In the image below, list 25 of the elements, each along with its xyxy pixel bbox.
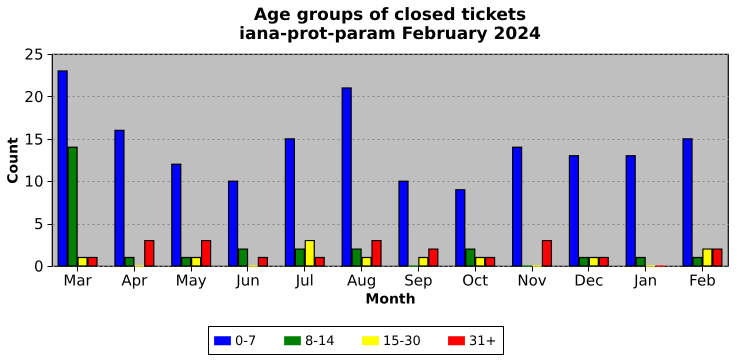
x-tick-label: Apr bbox=[121, 272, 148, 290]
x-tick-label: May bbox=[176, 272, 207, 290]
y-tick-label: 0 bbox=[34, 258, 44, 276]
y-tick-label: 15 bbox=[24, 130, 44, 148]
x-tick-label: Sep bbox=[404, 272, 433, 290]
x-tick-label: Mar bbox=[63, 272, 93, 290]
legend-label: 15-30 bbox=[383, 334, 421, 349]
chart-title: Age groups of closed tickets iana-prot-param February 2024 bbox=[239, 5, 542, 44]
x-tick-label: Jul bbox=[294, 272, 314, 290]
y-axis-title: Count bbox=[5, 136, 22, 184]
x-tick-label: Feb bbox=[689, 272, 716, 290]
legend-label: 0-7 bbox=[235, 334, 256, 349]
x-tick-label: Aug bbox=[346, 272, 376, 290]
y-tick-label: 25 bbox=[24, 46, 44, 64]
x-tick-label: Jun bbox=[235, 272, 260, 290]
y-tick-label: 10 bbox=[24, 172, 44, 191]
y-tick-label: 20 bbox=[24, 88, 44, 106]
x-tick-label: Nov bbox=[517, 272, 547, 290]
x-tick-label: Oct bbox=[462, 272, 488, 290]
x-tick-label: Dec bbox=[574, 272, 604, 290]
x-axis-title: Month bbox=[365, 292, 416, 308]
legend-label: 31+ bbox=[469, 334, 496, 349]
legend-label: 8-14 bbox=[305, 334, 335, 349]
x-tick-label: Jan bbox=[633, 272, 658, 290]
y-tick-label: 5 bbox=[34, 215, 44, 234]
